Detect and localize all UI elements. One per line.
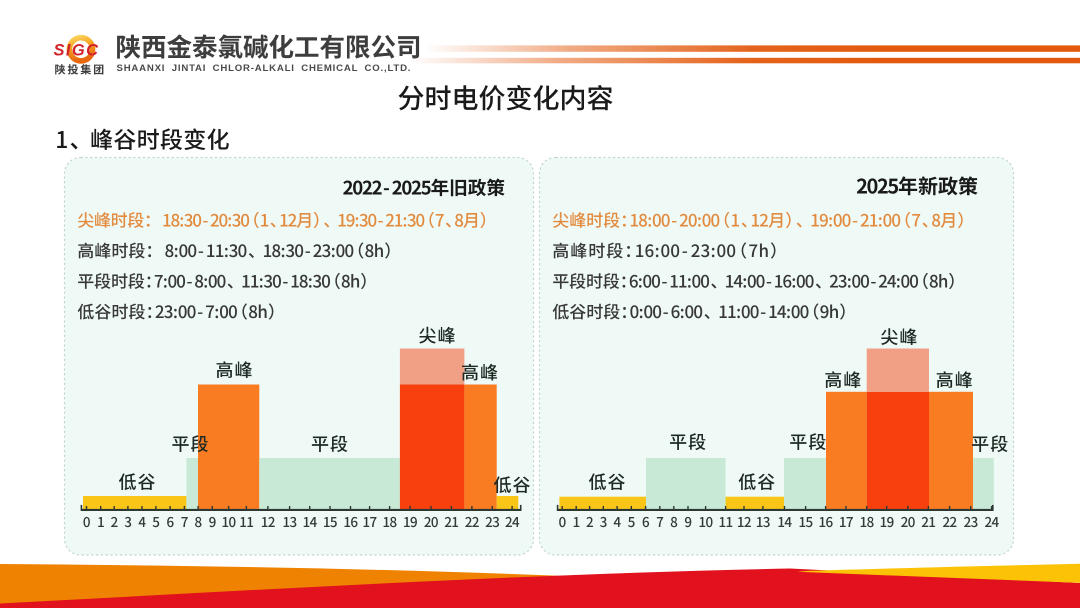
svg-text:SIGC: SIGC xyxy=(54,42,100,60)
svg-text:SHAANXI JINTAI CHLOR-ALKALI CH: SHAANXI JINTAI CHLOR-ALKALI CHEMICAL CO.… xyxy=(117,63,412,74)
